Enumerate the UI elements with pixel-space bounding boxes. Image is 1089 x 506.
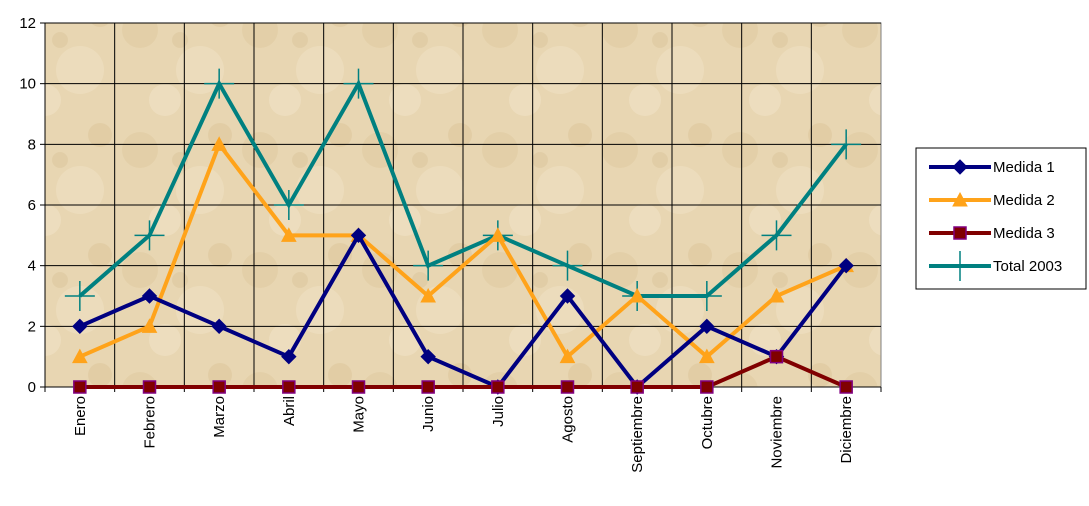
x-tick-label: Julio (490, 396, 507, 427)
series-line-medida-1 (79, 231, 848, 390)
legend-swatch-marker (953, 226, 967, 240)
legend-swatch-marker (945, 251, 975, 281)
x-tick-label: Enero (72, 396, 89, 436)
data-point-medida-1 (420, 348, 436, 365)
y-tick-label: 12 (19, 15, 36, 32)
x-tick-label: Octubre (699, 396, 716, 449)
data-point-total-2003 (413, 250, 444, 281)
series-line-medida-2 (79, 140, 847, 360)
legend-item-medida-2: Medida 2 (929, 191, 1055, 209)
data-point-medida-3 (421, 380, 435, 394)
data-point-medida-2 (559, 348, 576, 364)
data-point-medida-3 (630, 380, 644, 394)
data-point-medida-2 (629, 287, 646, 303)
series-total-2003 (64, 68, 862, 311)
data-point-medida-3 (769, 349, 784, 364)
data-point-total-2003 (552, 250, 583, 281)
x-tick-label: Noviembre (769, 396, 786, 469)
data-point-medida-3 (282, 380, 296, 394)
y-tick-label: 0 (28, 379, 36, 396)
data-point-medida-1 (350, 227, 367, 244)
data-point-medida-1 (141, 288, 158, 304)
data-point-medida-2 (211, 136, 228, 151)
legend-swatch-marker (952, 159, 968, 175)
series-line-medida-3 (79, 354, 847, 389)
data-point-total-2003 (273, 190, 304, 220)
x-tick-label: Agosto (560, 396, 577, 443)
data-point-medida-3 (491, 380, 505, 394)
y-tick-label: 10 (19, 76, 36, 93)
data-point-total-2003 (691, 281, 722, 311)
data-point-medida-3 (73, 380, 87, 394)
legend-item-medida-1: Medida 1 (929, 159, 1055, 176)
legend-item-total-2003: Total 2003 (929, 251, 1062, 281)
data-point-medida-3 (142, 380, 157, 394)
legend-item-medida-3: Medida 3 (929, 225, 1055, 242)
data-point-medida-2 (489, 227, 506, 242)
data-point-total-2003 (64, 281, 95, 311)
data-point-total-2003 (831, 129, 862, 160)
data-point-total-2003 (134, 220, 165, 251)
data-point-medida-2 (768, 287, 785, 303)
data-point-total-2003 (761, 220, 792, 251)
x-tick-label: Febrero (142, 396, 159, 449)
data-point-medida-3 (212, 380, 226, 394)
y-tick-label: 4 (28, 258, 36, 275)
legend-label: Medida 3 (993, 225, 1055, 242)
data-point-medida-1 (559, 288, 576, 304)
legend-label: Total 2003 (993, 258, 1062, 275)
data-point-medida-1 (699, 318, 715, 335)
legend: Medida 1 Medida 2 Medida 3 Total 2003 (915, 147, 1087, 290)
x-tick-label: Septiembre (629, 396, 646, 473)
y-tick-label: 8 (28, 136, 36, 153)
data-point-medida-3 (839, 380, 853, 394)
data-point-medida-1 (838, 257, 854, 274)
legend-label: Medida 2 (993, 192, 1055, 209)
x-tick-label: Diciembre (838, 396, 855, 464)
data-point-medida-2 (71, 348, 88, 364)
series-medida-3 (73, 349, 853, 394)
x-tick-label: Junio (420, 396, 437, 432)
data-point-total-2003 (204, 68, 235, 99)
x-tick-label: Marzo (211, 396, 228, 438)
y-tick-label: 6 (28, 197, 36, 214)
series-line-total-2003 (78, 79, 848, 298)
data-point-medida-2 (141, 318, 158, 333)
x-tick-label: Abril (281, 396, 298, 426)
data-point-medida-3 (351, 380, 366, 394)
data-point-medida-2 (280, 227, 297, 242)
data-point-medida-1 (72, 318, 88, 335)
data-point-medida-1 (211, 318, 227, 335)
data-point-medida-2 (698, 348, 715, 364)
x-tick-label: Mayo (351, 396, 368, 433)
data-point-medida-1 (281, 348, 297, 365)
data-point-total-2003 (343, 68, 374, 99)
legend-label: Medida 1 (993, 159, 1055, 176)
data-point-medida-2 (420, 287, 437, 303)
legend-swatch-marker (952, 191, 968, 207)
y-tick-label: 2 (28, 318, 36, 335)
data-point-medida-3 (700, 380, 714, 394)
data-point-medida-3 (560, 380, 575, 394)
